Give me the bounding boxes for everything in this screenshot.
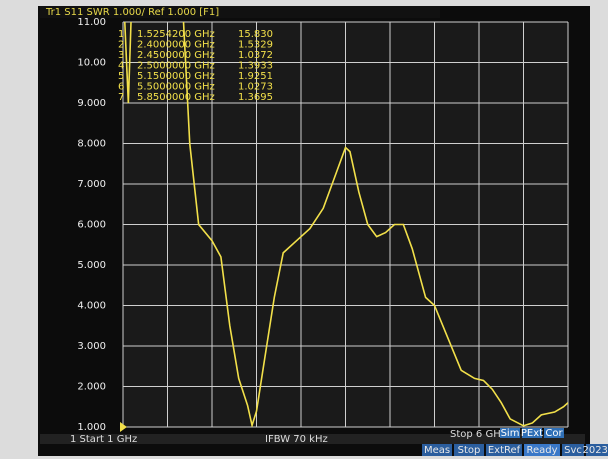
marker-cell: 5.1500000 GHz [137,71,215,82]
y-tick-label: 5.000 [77,260,106,271]
ifbw-label: IFBW 70 kHz [265,434,328,445]
flag: PExt [521,428,543,439]
marker-cell: 5.8500000 GHz [137,92,215,103]
marker-cell: 3 [118,50,124,61]
flag-box [500,428,520,438]
header-bar [40,6,440,18]
footer-bar [40,434,585,444]
marker-cell: 2 [118,40,124,51]
marker-cell: 7 [118,92,124,103]
marker-cell: 1.9251 [238,71,273,82]
y-tick-label: 8.000 [77,139,106,150]
status-item: Svc [564,445,582,456]
marker-cell: 1.3933 [238,61,273,72]
y-tick-label: 10.00 [77,58,106,69]
status-item: Stop [458,445,481,456]
y-tick-label: 2.000 [77,382,106,393]
marker-cell: 1.0273 [238,82,273,93]
y-tick-label: 7.000 [77,179,106,190]
marker-cell: 1.0372 [238,50,273,61]
marker-cell: 2.5000000 GHz [137,61,215,72]
y-tick-label: 11.00 [77,17,106,28]
status-box [454,444,484,456]
marker-cell: 1.5329 [238,40,273,51]
flag: Cor [545,428,563,439]
y-tick-label: 9.000 [77,98,106,109]
status-box [422,444,452,456]
flag-box [522,428,542,438]
y-tick-label: 4.000 [77,301,106,312]
y-tick-label: 1.000 [77,422,106,433]
y-tick-label: 6.000 [77,220,106,231]
marker-cell: 1 [118,29,124,40]
marker-cell: 6 [118,82,124,93]
marker-cell: 2.4500000 GHz [137,50,215,61]
status-item: ExtRef [488,445,521,456]
marker-cell: 4 [118,61,124,72]
ref-arrow [120,422,127,432]
marker-cell: 1.5254200 GHz [137,29,215,40]
marker-cell: 2.4000000 GHz [137,40,215,51]
marker-cell: 5 [118,71,124,82]
trace [123,22,568,427]
stop-label: Stop 6 GHz [450,429,506,440]
marker-cell: 1.3695 [238,92,273,103]
y-tick-label: 3.000 [77,341,106,352]
status-item: Meas [424,445,450,456]
status-item: 2023- [582,445,608,456]
flag-box [544,428,564,438]
status-box [486,444,522,456]
marker-cell: 15.830 [238,29,273,40]
status-box [524,444,560,456]
marker-cell: 5.5000000 GHz [137,82,215,93]
status-box [562,444,584,456]
status-box [586,444,608,456]
start-label: 1 Start 1 GHz [70,434,137,445]
trace-header: Tr1 S11 SWR 1.000/ Ref 1.000 [F1] [45,7,219,18]
status-item: Ready [526,445,557,456]
flag: Sim [501,428,520,439]
